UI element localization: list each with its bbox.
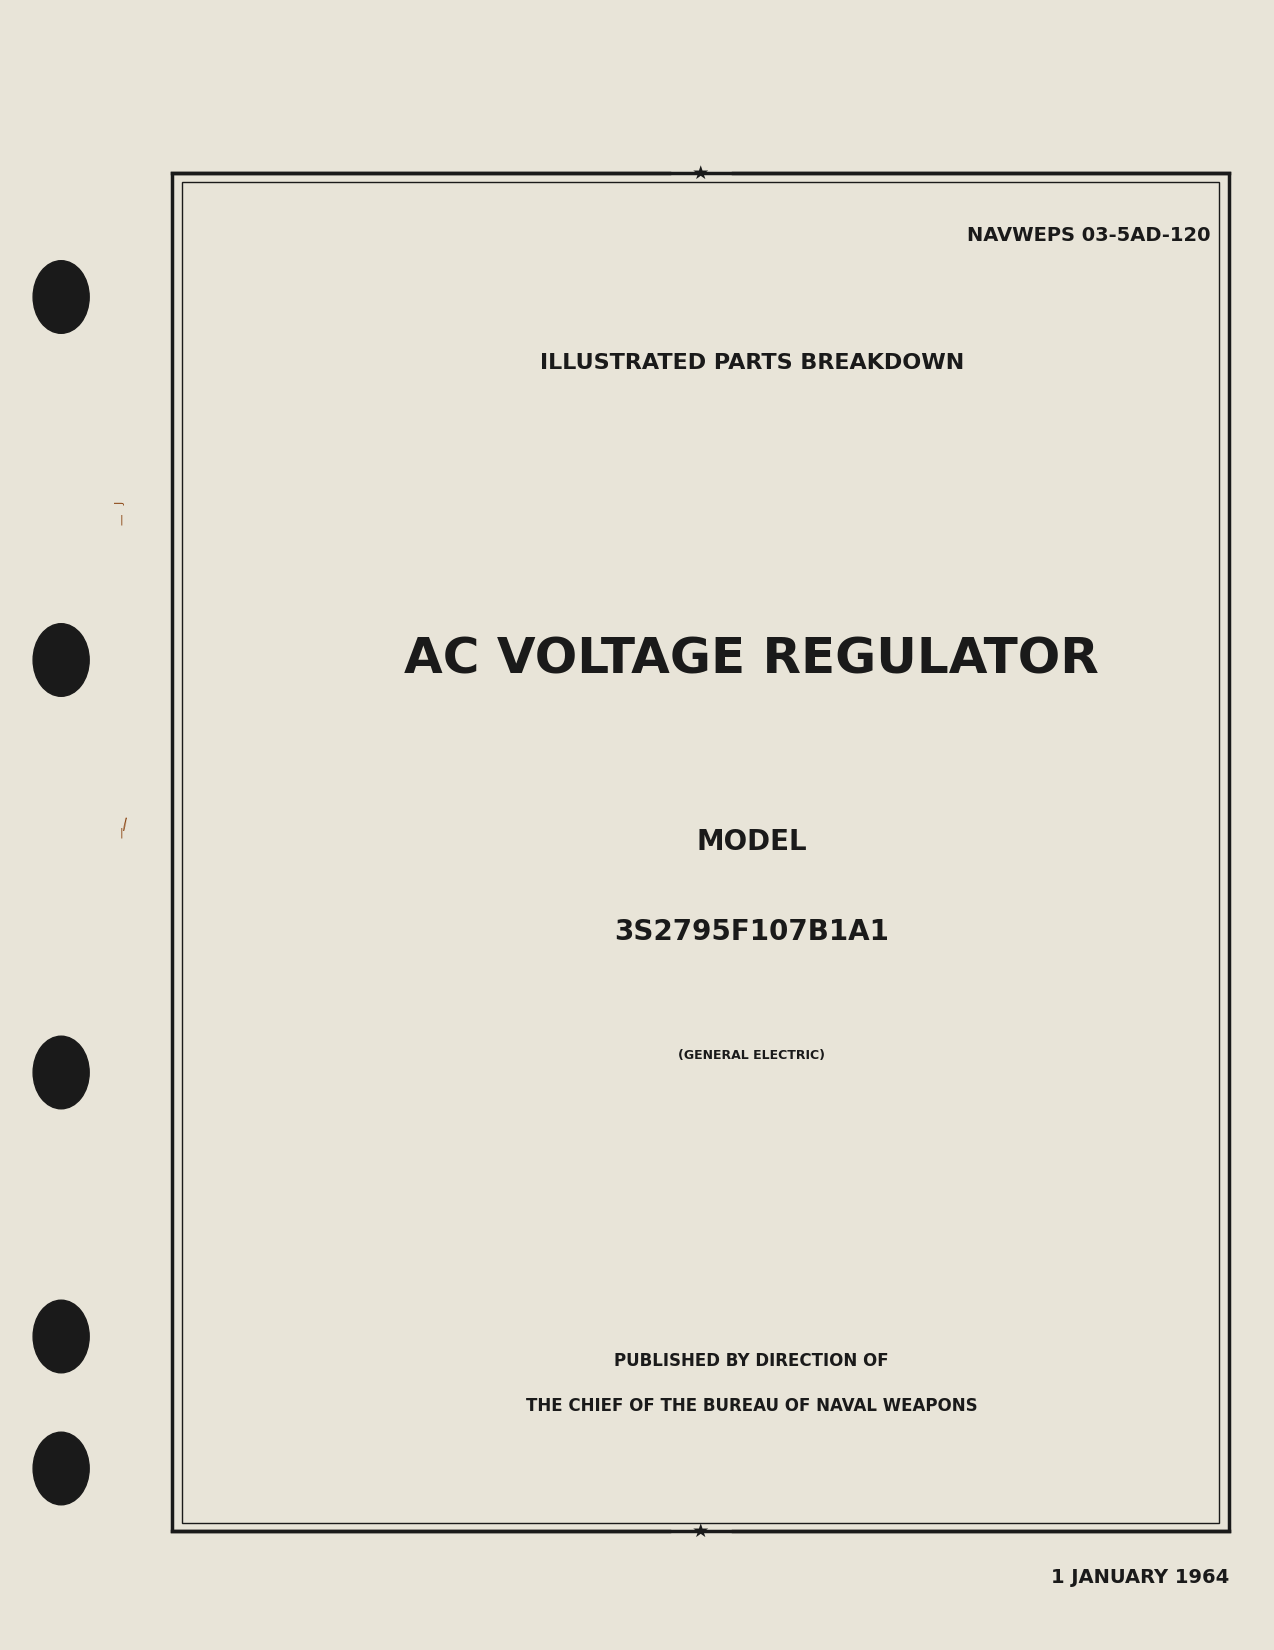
Text: 3S2795F107B1A1: 3S2795F107B1A1 (614, 919, 889, 945)
Text: ILLUSTRATED PARTS BREAKDOWN: ILLUSTRATED PARTS BREAKDOWN (539, 353, 964, 373)
Circle shape (33, 624, 89, 696)
Text: MODEL: MODEL (697, 828, 806, 855)
Text: 1 JANUARY 1964: 1 JANUARY 1964 (1051, 1568, 1229, 1587)
Text: NAVWEPS 03-5AD-120: NAVWEPS 03-5AD-120 (967, 226, 1210, 246)
Text: ★: ★ (692, 163, 710, 183)
Circle shape (33, 1036, 89, 1109)
Text: THE CHIEF OF THE BUREAU OF NAVAL WEAPONS: THE CHIEF OF THE BUREAU OF NAVAL WEAPONS (526, 1398, 977, 1414)
Circle shape (33, 261, 89, 333)
Text: |: | (120, 828, 122, 838)
Circle shape (33, 1432, 89, 1505)
Text: /: / (121, 817, 129, 833)
Text: (GENERAL ELECTRIC): (GENERAL ELECTRIC) (678, 1049, 826, 1063)
Text: J: J (116, 502, 126, 505)
Text: |: | (120, 515, 122, 525)
Text: ★: ★ (692, 1521, 710, 1541)
Text: PUBLISHED BY DIRECTION OF: PUBLISHED BY DIRECTION OF (614, 1353, 889, 1370)
Text: AC VOLTAGE REGULATOR: AC VOLTAGE REGULATOR (404, 635, 1099, 685)
Circle shape (33, 1300, 89, 1373)
